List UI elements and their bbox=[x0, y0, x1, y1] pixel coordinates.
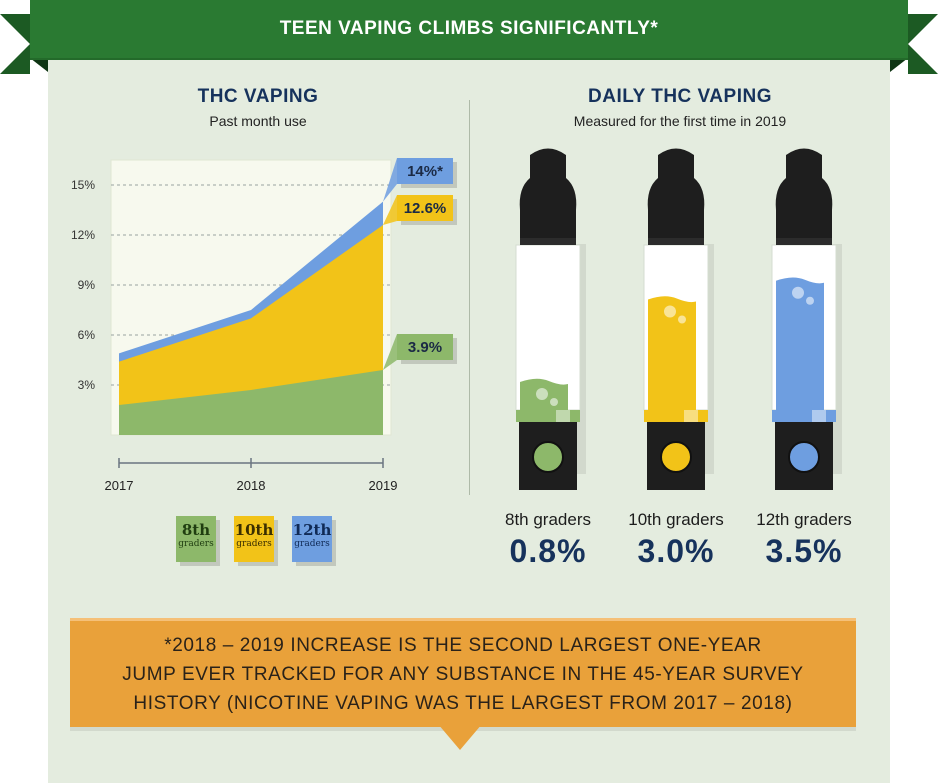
callout-pointer bbox=[438, 724, 482, 750]
bubble bbox=[792, 286, 804, 299]
pen-button-10th-graders bbox=[660, 441, 692, 473]
footnote-callout: *2018 – 2019 INCREASE IS THE SECOND LARG… bbox=[70, 618, 856, 727]
pen-collar-10th-graders bbox=[644, 410, 708, 422]
legend-10th-graders: 10th graders bbox=[234, 516, 274, 562]
end-label-connector bbox=[383, 158, 397, 202]
pen-collar-12th-graders bbox=[772, 410, 836, 422]
pen-collar-highlight bbox=[556, 410, 570, 422]
pen-cap-band bbox=[648, 238, 704, 245]
end-label-value: 3.9% bbox=[408, 339, 442, 356]
panel-divider bbox=[469, 100, 470, 495]
end-label-value: 12.6% bbox=[404, 200, 447, 217]
legend-12th-graders: 12th graders bbox=[292, 516, 332, 562]
pen-mouthpiece-8th-graders bbox=[519, 148, 577, 245]
pen-value-12th: 3.5% bbox=[765, 533, 843, 569]
pen-label-10th: 10th graders bbox=[628, 510, 724, 529]
series-area-8th-graders bbox=[119, 370, 383, 435]
left-panel-subtitle: Past month use bbox=[209, 113, 307, 129]
x-tick-label: 2018 bbox=[237, 478, 266, 493]
legend-8th-label: 8th bbox=[181, 521, 211, 539]
bubble bbox=[664, 305, 676, 318]
y-tick-label: 3% bbox=[78, 378, 96, 392]
pen-value-8th: 0.8% bbox=[509, 533, 587, 569]
legend-8th-sub: graders bbox=[178, 539, 214, 549]
pen-collar-8th-graders bbox=[516, 410, 580, 422]
y-tick-label: 6% bbox=[78, 328, 96, 342]
daily-thc-vape-pen-chart bbox=[515, 148, 842, 490]
y-tick-label: 12% bbox=[71, 228, 95, 242]
end-label-box bbox=[397, 195, 453, 221]
end-label-connector bbox=[383, 195, 397, 225]
pen-value-10th: 3.0% bbox=[637, 533, 715, 569]
pen-mouthpiece-12th-graders bbox=[775, 148, 833, 245]
legend-12th-sub: graders bbox=[294, 539, 330, 549]
pen-label-8th: 8th graders bbox=[505, 510, 591, 529]
bubble bbox=[536, 388, 548, 400]
bubble bbox=[806, 296, 814, 305]
legend-12th-label: 12th bbox=[292, 521, 332, 539]
pen-button-8th-graders bbox=[532, 441, 564, 473]
ribbon-tail-right bbox=[908, 14, 938, 74]
pen-label-12th: 12th graders bbox=[756, 510, 852, 529]
pen-liquid-10th-graders bbox=[648, 296, 696, 410]
page-title: TEEN VAPING CLIMBS SIGNIFICANTLY* bbox=[279, 18, 659, 39]
y-tick-label: 15% bbox=[71, 178, 95, 192]
ribbon-tail-left bbox=[0, 14, 30, 74]
left-panel-title: THC VAPING bbox=[197, 86, 319, 107]
right-panel-title: DAILY THC VAPING bbox=[588, 86, 772, 107]
x-tick-label: 2017 bbox=[105, 478, 134, 493]
thc-vaping-area-chart: 3% 6% 9% 12% 15% 2017 2018 2019 14%* 12.6% 3.9% bbox=[71, 158, 457, 493]
pen-mouthpiece-10th-graders bbox=[647, 148, 705, 245]
pen-liquid-12th-graders bbox=[776, 277, 824, 410]
pen-button-12th-graders bbox=[788, 441, 820, 473]
legend-10th-sub: graders bbox=[236, 539, 272, 549]
pen-collar-highlight bbox=[812, 410, 826, 422]
legend-8th-graders: 8th graders bbox=[176, 516, 216, 562]
x-tick-label: 2019 bbox=[369, 478, 398, 493]
y-tick-label: 9% bbox=[78, 278, 96, 292]
ribbon-fold-right bbox=[890, 58, 908, 72]
end-label-box bbox=[397, 158, 453, 184]
bubble bbox=[678, 315, 686, 324]
legend-10th-label: 10th bbox=[234, 521, 274, 539]
right-panel-subtitle: Measured for the first time in 2019 bbox=[573, 113, 787, 129]
bubble bbox=[550, 398, 558, 406]
header-ribbon: TEEN VAPING CLIMBS SIGNIFICANTLY* bbox=[30, 0, 908, 60]
end-label-value: 14%* bbox=[407, 163, 443, 180]
end-label-box bbox=[397, 334, 453, 360]
pen-cap-band bbox=[776, 238, 832, 245]
footnote-text: *2018 – 2019 INCREASE IS THE SECOND LARG… bbox=[122, 634, 804, 714]
ribbon-fold-left bbox=[30, 58, 48, 72]
pen-collar-highlight bbox=[684, 410, 698, 422]
end-label-connector bbox=[383, 334, 397, 370]
pen-cap-band bbox=[520, 238, 576, 245]
